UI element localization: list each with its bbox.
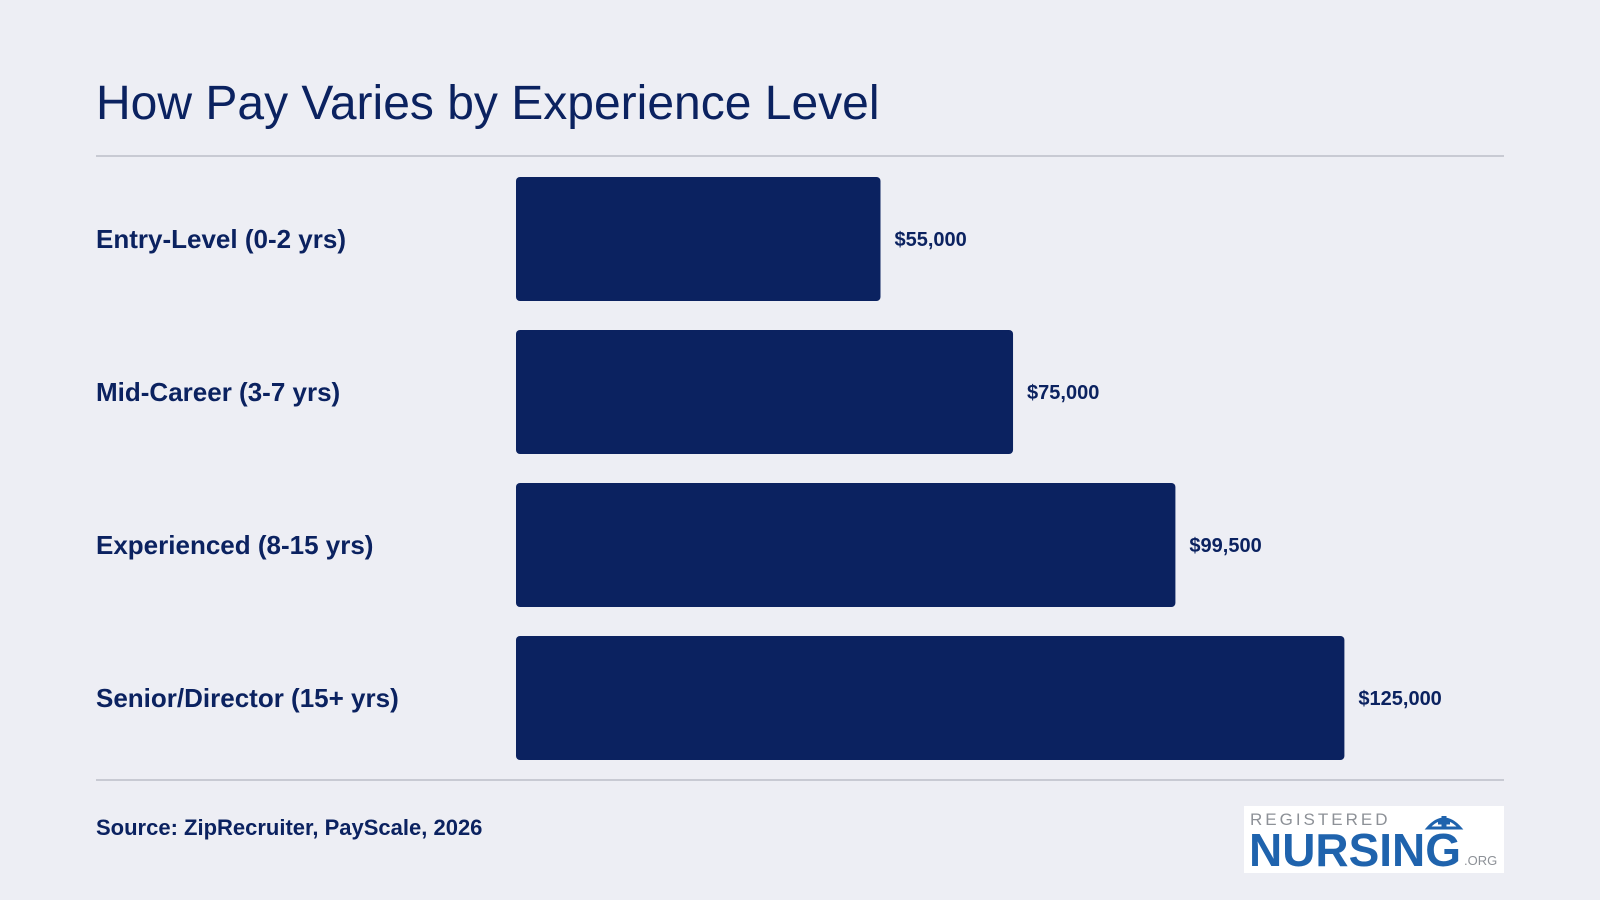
category-label: Mid-Career (3-7 yrs) [96,377,340,407]
bar-value-label: $75,000 [1027,382,1099,404]
bottom-divider [96,779,1504,781]
bar [516,177,881,301]
bar [516,330,1014,454]
bar [516,483,1176,607]
chart-title: How Pay Varies by Experience Level [96,77,880,130]
category-label: Experienced (8-15 yrs) [96,530,373,560]
logo-top-text: REGISTERED [1250,810,1391,829]
logo-main-text: NURSING [1249,824,1461,873]
bar-value-label: $125,000 [1358,688,1441,710]
top-divider [96,155,1504,157]
registered-nursing-logo: REGISTERED NURSING .ORG [1244,806,1504,873]
bar [516,636,1345,760]
bar-value-label: $99,500 [1189,535,1261,557]
nurse-cap-icon [1424,816,1464,830]
category-label: Entry-Level (0-2 yrs) [96,224,346,254]
source-note: Source: ZipRecruiter, PayScale, 2026 [96,815,483,840]
logo-suffix-text: .ORG [1464,853,1497,868]
category-label: Senior/Director (15+ yrs) [96,683,399,713]
bar-value-label: $55,000 [894,229,966,251]
